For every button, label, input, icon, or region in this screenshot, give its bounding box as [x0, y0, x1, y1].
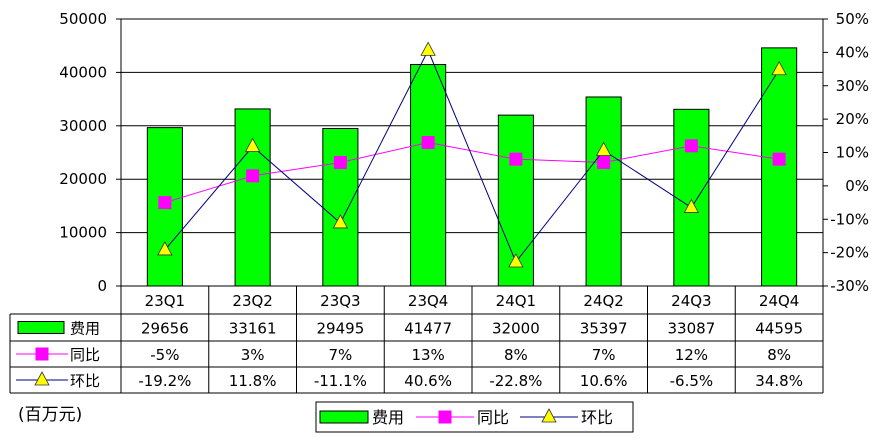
marker-square [421, 135, 435, 149]
right-tick-label: -10% [830, 210, 869, 228]
right-tick-label: 10% [836, 144, 869, 162]
table-cell: -22.8% [489, 372, 542, 390]
right-tick-label: -30% [830, 277, 869, 295]
table-cell: 11.8% [229, 372, 277, 390]
category-label: 24Q4 [759, 292, 799, 310]
category-label: 23Q1 [145, 292, 185, 310]
bar [585, 96, 622, 287]
table-cell: 13% [411, 346, 444, 364]
marker-triangle [157, 241, 173, 256]
table-cell: -11.1% [314, 372, 367, 390]
right-tick-label: 40% [836, 43, 869, 61]
table-cell: 44595 [755, 320, 803, 338]
table-cell: -19.2% [138, 372, 191, 390]
category-label: 23Q2 [232, 292, 272, 310]
right-tick-label: 30% [836, 77, 869, 95]
category-label: 23Q3 [320, 292, 360, 310]
left-tick-label: 30000 [59, 117, 107, 135]
left-tick-label: 10000 [59, 224, 107, 242]
bar [234, 108, 271, 287]
marker-square [684, 139, 698, 153]
table-cell: 34.8% [755, 372, 803, 390]
marker-square [597, 156, 611, 170]
right-tick-label: 50% [836, 10, 869, 28]
table-cell: 3% [241, 346, 265, 364]
row-key-bar [17, 321, 65, 334]
bar [410, 64, 447, 287]
series-line [164, 49, 780, 263]
marker-triangle [683, 198, 700, 213]
marker-triangle [508, 253, 524, 268]
row-series-name: 环比 [70, 372, 100, 390]
marker-square [158, 196, 172, 210]
right-tick-label: 0% [845, 177, 869, 195]
gridlines [121, 18, 823, 234]
right-tick-label: -20% [830, 244, 869, 262]
row-key-marker [35, 347, 49, 361]
table-cell: 29495 [317, 320, 365, 338]
marker-square [509, 152, 523, 166]
row-key-marker [34, 371, 50, 386]
marker-triangle [332, 214, 349, 229]
marker-triangle [420, 41, 436, 56]
marker-square [246, 169, 260, 183]
table-cell: 7% [328, 346, 352, 364]
marker-square [333, 156, 347, 170]
line-series [157, 41, 787, 268]
table-cell: 35397 [580, 320, 628, 338]
legend-box [315, 401, 634, 433]
row-series-name: 费用 [70, 320, 100, 338]
bar-series [146, 47, 798, 287]
table-cell: 7% [592, 346, 616, 364]
category-label: 23Q4 [408, 292, 448, 310]
table-cell: -5% [150, 346, 179, 364]
category-label: 24Q1 [496, 292, 536, 310]
right-tick-label: 20% [836, 110, 869, 128]
table-cell: 41477 [404, 320, 452, 338]
table-cell: 33087 [668, 320, 716, 338]
marker-triangle [595, 141, 612, 156]
left-tick-label: 50000 [59, 10, 107, 28]
table-cell: 8% [504, 346, 528, 364]
marker-square [772, 152, 786, 166]
bar [673, 108, 710, 287]
table-cell: 12% [675, 346, 708, 364]
table-cell: -6.5% [670, 372, 714, 390]
table-cell: 8% [767, 346, 791, 364]
marker-triangle [244, 137, 261, 152]
category-label: 24Q3 [671, 292, 711, 310]
series-line [164, 141, 780, 204]
row-series-name: 同比 [70, 346, 100, 364]
legend-key-marker [438, 410, 452, 424]
legend-key-marker [541, 408, 557, 423]
legend: 费用 同比 环比 [315, 401, 634, 433]
table-cell: 40.6% [404, 372, 452, 390]
table-cell: 33161 [229, 320, 277, 338]
legend-label: 费用 [372, 408, 404, 427]
category-label: 24Q2 [583, 292, 623, 310]
bar [322, 127, 359, 287]
table-cell: 10.6% [580, 372, 628, 390]
legend-label: 同比 [477, 408, 509, 427]
legend-key-bar [319, 410, 369, 424]
legend-label: 环比 [581, 408, 613, 427]
data-table: 23Q1 23Q2 23Q3 23Q4 24Q1 24Q2 24Q3 24Q4 费用 29656 3… [9, 286, 824, 394]
left-tick-label: 20000 [59, 170, 107, 188]
left-tick-label: 0 [97, 277, 107, 295]
bar [761, 47, 798, 287]
left-tick-label: 40000 [59, 63, 107, 81]
table-cell: 32000 [492, 320, 540, 338]
table-cell: 29656 [141, 320, 189, 338]
marker-triangle [771, 60, 787, 76]
unit-label: (百万元) [18, 405, 82, 425]
